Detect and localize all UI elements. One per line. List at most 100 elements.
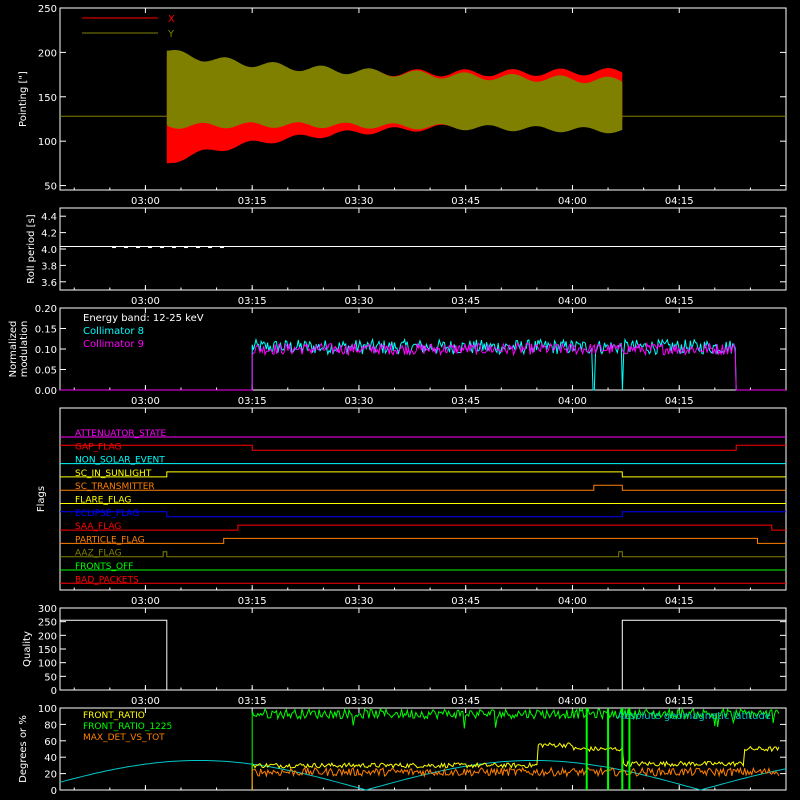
pointing-legend-label: Y	[167, 29, 175, 40]
time-tick-label: 04:00	[558, 696, 587, 707]
flag-label-particle_flag: PARTICLE_FLAG	[75, 535, 145, 545]
time-tick-label: 04:00	[558, 396, 587, 407]
ratio-legend-front-ratio: FRONT_RATIO	[83, 711, 145, 721]
flag-line-particle_flag	[60, 537, 786, 544]
y-tick-label-ratio: 80	[44, 720, 57, 731]
panel-frame-flags	[59, 407, 787, 591]
flag-label-saa_flag: SAA_FLAG	[75, 522, 121, 532]
y-tick-label-roll: 4.0	[41, 245, 57, 256]
y-tick-label-pointing: 50	[44, 182, 57, 193]
flag-label-fronts_off: FRONTS_OFF	[75, 562, 133, 572]
flag-label-gap_flag: GAP_FLAG	[75, 442, 121, 452]
time-tick-label: 03:15	[238, 296, 267, 307]
flag-label-sc_transmitter: SC_TRANSMITTER	[75, 482, 155, 492]
y-axis-label-pointing: Pointing ["]	[18, 71, 29, 127]
flag-line-aaz_flag	[60, 551, 786, 558]
time-tick-label: 03:15	[238, 596, 267, 607]
y-tick-label-ratio: 0	[51, 786, 57, 797]
time-tick-label: 03:30	[345, 296, 374, 307]
geomagnetic-latitude-line	[59, 760, 787, 791]
flag-label-flare_flag: FLARE_FLAG	[75, 496, 131, 506]
time-tick-label: 03:00	[131, 596, 160, 607]
y-tick-label-pointing: 150	[38, 93, 57, 104]
y-tick-label-ratio: 40	[44, 753, 57, 764]
y-tick-label-pointing: 200	[38, 48, 57, 59]
y-axis-label-modulation-2: modulation	[19, 321, 30, 378]
flag-line-sc_in_sunlight	[60, 471, 786, 478]
y-tick-label-quality: 200	[38, 631, 57, 642]
y-axis-label-ratio: Degrees or %	[18, 715, 29, 783]
ratio-series-front-ratio-1225	[251, 707, 780, 790]
y-axis-label-flags: Flags	[36, 486, 47, 512]
pointing-band-y	[166, 50, 623, 134]
flag-label-non_solar_event: NON_SOLAR_EVENT	[75, 456, 165, 466]
modulation-series-collimator9	[60, 341, 786, 391]
y-tick-label-roll: 3.6	[41, 278, 57, 289]
y-tick-label-modulation: 0.15	[35, 325, 57, 336]
time-tick-label: 04:00	[558, 596, 587, 607]
flag-label-sc_in_sunlight: SC_IN_SUNLIGHT	[75, 469, 152, 479]
y-tick-label-ratio: 60	[44, 737, 57, 748]
y-tick-label-roll: 4.2	[41, 229, 57, 240]
time-tick-label: 04:00	[558, 296, 587, 307]
y-tick-label-pointing: 100	[38, 137, 57, 148]
time-tick-label: 03:30	[345, 596, 374, 607]
time-tick-label: 03:30	[345, 696, 374, 707]
y-tick-label-modulation: 0.20	[35, 304, 57, 315]
ratio-series-front-ratio	[251, 742, 780, 790]
time-tick-label: 03:30	[345, 396, 374, 407]
y-tick-label-quality: 250	[38, 618, 57, 629]
flag-line-gap_flag	[60, 444, 786, 451]
y-tick-label-quality: 50	[44, 672, 57, 683]
y-tick-label-roll: 4.4	[41, 212, 57, 223]
time-tick-label: 04:15	[665, 196, 694, 207]
y-tick-label-pointing: 250	[38, 4, 57, 15]
y-tick-label-ratio: 20	[44, 770, 57, 781]
time-tick-label: 03:00	[131, 196, 160, 207]
ratio-legend-max-det: MAX_DET_VS_TOT	[83, 733, 165, 743]
modulation-legend-collimator9: Collimator 9	[83, 339, 144, 350]
ratio-series-max-det-vs-tot	[251, 766, 780, 790]
time-tick-label: 04:15	[665, 596, 694, 607]
ratio-annotation: Absolute geomagnetic latitude	[617, 711, 771, 722]
time-tick-label: 03:15	[238, 396, 267, 407]
y-tick-label-quality: 300	[38, 604, 57, 615]
flag-label-aaz_flag: AAZ_FLAG	[75, 549, 122, 559]
y-tick-label-modulation: 0.00	[35, 386, 57, 397]
modulation-legend-collimator8: Collimator 8	[83, 326, 144, 337]
y-tick-label-modulation: 0.05	[35, 366, 57, 377]
time-tick-label: 03:00	[131, 296, 160, 307]
y-tick-label-quality: 100	[38, 659, 57, 670]
modulation-series-collimator8	[60, 337, 786, 391]
time-tick-label: 04:00	[558, 196, 587, 207]
time-tick-label: 03:15	[238, 696, 267, 707]
panel-frame-pointing	[59, 7, 787, 191]
time-tick-label: 03:45	[451, 596, 480, 607]
modulation-annotation: Energy band: 12-25 keV	[83, 313, 204, 324]
y-axis-label-roll: Roll period [s]	[26, 214, 37, 283]
time-tick-label: 03:30	[345, 196, 374, 207]
flag-label-bad_packets: BAD_PACKETS	[75, 575, 139, 585]
flag-line-eclipse_flag	[60, 511, 786, 518]
flag-label-attenuator_state: ATTENUATOR_STATE	[75, 429, 167, 439]
time-tick-label: 04:15	[665, 296, 694, 307]
quality-line	[60, 619, 786, 691]
time-tick-label: 04:15	[665, 696, 694, 707]
time-tick-label: 03:00	[131, 696, 160, 707]
y-tick-label-roll: 3.8	[41, 261, 57, 272]
time-tick-label: 03:15	[238, 196, 267, 207]
pointing-legend-label: X	[168, 14, 175, 25]
time-tick-label: 03:45	[451, 196, 480, 207]
y-tick-label-modulation: 0.10	[35, 345, 57, 356]
y-tick-label-quality: 0	[51, 686, 57, 697]
y-tick-label-ratio: 100	[38, 704, 57, 715]
time-tick-label: 03:45	[451, 696, 480, 707]
flag-line-saa_flag	[60, 524, 786, 531]
y-axis-label-modulation-1: Normalized	[8, 321, 19, 378]
ratio-legend-front-ratio-1225: FRONT_RATIO_1225	[83, 722, 172, 732]
time-tick-label: 04:15	[665, 396, 694, 407]
time-tick-label: 03:45	[451, 296, 480, 307]
flag-line-sc_transmitter	[60, 484, 786, 491]
